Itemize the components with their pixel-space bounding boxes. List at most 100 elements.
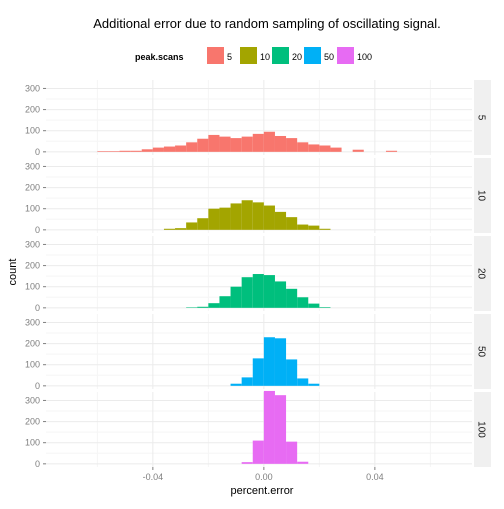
histogram-bar <box>208 208 220 230</box>
histogram-bar <box>163 146 176 152</box>
x-axis: -0.04 0.00 0.04 <box>143 467 384 482</box>
legend-key-5 <box>207 47 224 64</box>
legend-label-100: 100 <box>357 52 372 62</box>
histogram-bar <box>252 358 264 386</box>
histogram-bar <box>274 338 287 386</box>
histogram-bar <box>130 150 142 152</box>
y-tick-label: 200 <box>25 339 40 349</box>
histogram-bar <box>252 202 264 230</box>
histogram-bar <box>297 461 309 464</box>
histogram-bar <box>241 277 253 308</box>
legend-label-10: 10 <box>260 52 270 62</box>
histogram-bar <box>308 225 320 230</box>
histogram-bar <box>152 147 164 152</box>
y-tick-label: 200 <box>25 105 40 115</box>
histogram-bar <box>119 150 131 152</box>
legend-key-50 <box>304 47 321 64</box>
histogram-bar <box>274 395 287 464</box>
histogram-bar <box>263 390 275 464</box>
y-tick-label: 0 <box>35 303 40 313</box>
facet-strip <box>474 80 491 155</box>
panel-10: 0 100 200 300 10 <box>25 158 491 235</box>
panel-20: 0 100 200 300 20 <box>25 236 491 313</box>
y-tick-label: 100 <box>25 282 40 292</box>
histogram-bar <box>252 440 264 464</box>
facet-strip-label: 100 <box>476 421 487 438</box>
panel-5: 0 100 200 300 5 <box>25 80 491 157</box>
facet-strip <box>474 158 491 233</box>
histogram-bar <box>308 383 320 386</box>
histogram-bar <box>197 306 209 308</box>
histogram-bar <box>263 131 275 152</box>
histogram-bar <box>230 203 242 230</box>
histogram-bar <box>163 228 176 230</box>
histogram-bar <box>186 142 198 152</box>
facet-panels: 0100200300501002003001001002003002001002… <box>25 80 491 469</box>
x-tick-label: 0.04 <box>366 472 384 482</box>
histogram-bar <box>230 286 242 308</box>
y-tick-label: 100 <box>25 204 40 214</box>
legend-label-20: 20 <box>292 52 302 62</box>
x-tick-label: 0.00 <box>255 472 273 482</box>
histogram-bar <box>219 296 231 308</box>
legend-key-10 <box>240 47 257 64</box>
panel-50: 0 100 200 300 50 <box>25 314 491 391</box>
y-axis-title: count <box>7 259 19 286</box>
histogram-bar <box>274 211 287 230</box>
histogram-bar <box>230 138 242 152</box>
histogram-bar <box>241 200 253 230</box>
chart-title: Additional error due to random sampling … <box>93 16 441 31</box>
y-tick-label: 300 <box>25 161 40 171</box>
panel-100: 0 100 200 300 100 <box>25 390 491 469</box>
y-tick-label: 0 <box>35 147 40 157</box>
histogram-bar <box>286 288 298 308</box>
histogram-bar <box>319 307 331 308</box>
histogram-bar <box>385 150 398 152</box>
facet-strip <box>474 392 491 467</box>
facet-strip-label: 50 <box>476 346 487 358</box>
histogram-bar <box>297 297 309 308</box>
y-tick-label: 200 <box>25 261 40 271</box>
histogram-bar <box>274 135 287 152</box>
histogram-bar <box>297 378 309 386</box>
histogram-bar <box>141 149 153 152</box>
histogram-bar <box>175 145 187 152</box>
histogram-bar <box>352 149 364 152</box>
histogram-bar <box>263 337 275 386</box>
x-tick-label: -0.04 <box>143 472 164 482</box>
legend-label-5: 5 <box>227 52 232 62</box>
histogram-bar <box>241 462 253 464</box>
histogram-bar <box>252 133 264 152</box>
histogram-bar <box>208 303 220 308</box>
facet-strip <box>474 314 491 389</box>
histogram-bar <box>241 136 253 152</box>
histogram-bar <box>308 303 320 308</box>
histogram-bar <box>197 218 209 230</box>
legend: peak.scans 5 10 20 50 100 <box>135 47 372 64</box>
histogram-bar <box>319 145 331 152</box>
histogram-bar <box>263 275 275 308</box>
facet-strip <box>474 236 491 311</box>
y-tick-label: 100 <box>25 360 40 370</box>
histogram-bar <box>274 281 287 308</box>
y-tick-label: 200 <box>25 183 40 193</box>
facet-strip-label: 10 <box>476 190 487 202</box>
facet-strip-label: 5 <box>476 115 487 121</box>
y-tick-label: 100 <box>25 438 40 448</box>
histogram-bar <box>108 151 120 152</box>
histogram-bar <box>219 136 231 152</box>
y-tick-label: 200 <box>25 417 40 427</box>
histogram-bar <box>186 307 198 308</box>
y-tick-label: 300 <box>25 395 40 405</box>
histogram-bar <box>297 224 309 230</box>
histogram-bar <box>308 144 320 152</box>
y-tick-label: 0 <box>35 459 40 469</box>
histogram-bar <box>297 142 309 152</box>
x-axis-title: percent.error <box>231 485 294 497</box>
legend-key-100 <box>337 47 354 64</box>
legend-title: peak.scans <box>135 52 184 62</box>
histogram-bar <box>208 134 220 152</box>
histogram-bar <box>286 359 298 386</box>
histogram-bar <box>286 217 298 230</box>
